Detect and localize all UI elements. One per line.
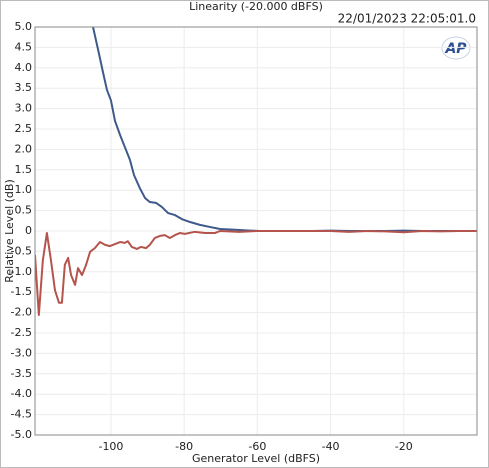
y-tick-label: 1.0 [15, 183, 33, 196]
data-line [35, 230, 477, 317]
y-tick-label: -4.5 [11, 408, 32, 421]
y-tick-label: -3.0 [11, 346, 32, 359]
x-tick-label: -80 [175, 440, 193, 453]
y-axis-label: Relative Level (dB) [3, 179, 16, 283]
logo: AP [444, 41, 467, 57]
chart-title: Linearity (-20.000 dBFS) [189, 0, 323, 13]
logo-badge [441, 36, 471, 60]
y-tick-label: -2.5 [11, 326, 32, 339]
y-tick-label: -1.0 [11, 265, 32, 278]
y-tick-label: -2.0 [11, 306, 32, 319]
x-tick-label: -40 [322, 440, 340, 453]
y-tick-label: -3.5 [11, 367, 32, 380]
plot-area [35, 27, 477, 317]
timestamp: 22/01/2023 22:05:01.0 [338, 12, 476, 26]
y-tick-label: 1.5 [15, 163, 33, 176]
y-tick-label: 4.5 [15, 40, 33, 53]
y-tick-label: -4.0 [11, 387, 32, 400]
y-tick-label: -1.5 [11, 285, 32, 298]
plot-border [34, 26, 478, 436]
x-axis-label: Generator Level (dBFS) [192, 452, 320, 465]
x-tick-label: -20 [395, 440, 413, 453]
y-tick-label: -5.0 [11, 428, 32, 441]
y-tick-label: 2.5 [15, 122, 33, 135]
y-tick-label: 2.0 [15, 142, 33, 155]
y-tick-label: 4.0 [15, 61, 33, 74]
y-tick-label: 3.0 [15, 102, 33, 115]
x-tick-label: -60 [248, 440, 266, 453]
y-tick-label: -0.5 [11, 244, 32, 257]
y-tick-label: 0.5 [15, 204, 33, 217]
y-tick-label: 5.0 [15, 20, 33, 33]
x-tick-label: -100 [98, 440, 123, 453]
y-tick-label: 0 [25, 224, 32, 237]
y-tick-label: 3.5 [15, 81, 33, 94]
